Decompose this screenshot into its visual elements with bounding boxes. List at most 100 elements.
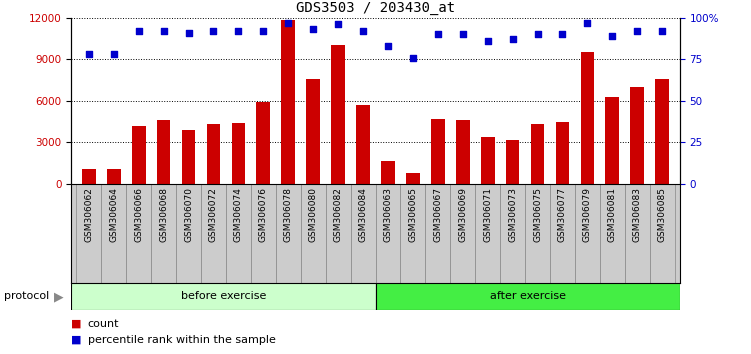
Bar	[356, 105, 370, 184]
Point	[282, 20, 294, 25]
Text: count: count	[88, 319, 119, 329]
Text: GSM306065: GSM306065	[409, 187, 418, 242]
Bar	[182, 130, 195, 184]
Text: GSM306080: GSM306080	[309, 187, 318, 242]
FancyBboxPatch shape	[351, 184, 376, 283]
FancyBboxPatch shape	[625, 184, 650, 283]
FancyBboxPatch shape	[376, 184, 400, 283]
Point	[457, 32, 469, 37]
FancyBboxPatch shape	[201, 184, 226, 283]
FancyBboxPatch shape	[126, 184, 151, 283]
Bar	[282, 21, 295, 184]
Bar	[656, 79, 669, 184]
FancyBboxPatch shape	[176, 184, 201, 283]
FancyBboxPatch shape	[451, 184, 475, 283]
Text: GSM306066: GSM306066	[134, 187, 143, 242]
Point	[207, 28, 219, 34]
Point	[83, 51, 95, 57]
Bar	[231, 123, 246, 184]
Bar	[431, 119, 445, 184]
Text: GSM306071: GSM306071	[483, 187, 492, 242]
Point	[632, 28, 644, 34]
Title: GDS3503 / 203430_at: GDS3503 / 203430_at	[296, 1, 455, 15]
FancyBboxPatch shape	[400, 184, 425, 283]
Text: ▶: ▶	[54, 290, 64, 303]
Bar	[556, 122, 569, 184]
Point	[407, 55, 419, 61]
FancyBboxPatch shape	[77, 184, 101, 283]
Point	[258, 28, 270, 34]
FancyBboxPatch shape	[550, 184, 575, 283]
Text: after exercise: after exercise	[490, 291, 566, 302]
Bar	[82, 169, 95, 184]
Text: GSM306064: GSM306064	[109, 187, 118, 242]
Bar	[381, 160, 395, 184]
FancyBboxPatch shape	[600, 184, 625, 283]
Point	[307, 27, 319, 32]
Bar	[331, 45, 345, 184]
Point	[507, 36, 519, 42]
Bar	[306, 79, 320, 184]
FancyBboxPatch shape	[71, 283, 376, 310]
Point	[532, 32, 544, 37]
Text: GSM306082: GSM306082	[333, 187, 342, 242]
Point	[332, 22, 344, 27]
Point	[556, 32, 569, 37]
Bar	[107, 169, 121, 184]
FancyBboxPatch shape	[300, 184, 326, 283]
FancyBboxPatch shape	[251, 184, 276, 283]
Point	[158, 28, 170, 34]
Bar	[157, 120, 170, 184]
Text: GSM306067: GSM306067	[433, 187, 442, 242]
Point	[432, 32, 444, 37]
Bar	[481, 137, 495, 184]
Point	[357, 28, 369, 34]
Text: ■: ■	[71, 335, 82, 345]
Text: GSM306075: GSM306075	[533, 187, 542, 242]
Text: GSM306070: GSM306070	[184, 187, 193, 242]
FancyBboxPatch shape	[650, 184, 674, 283]
Text: GSM306078: GSM306078	[284, 187, 293, 242]
Bar	[605, 97, 619, 184]
Point	[232, 28, 244, 34]
Point	[133, 28, 145, 34]
Bar	[256, 102, 270, 184]
Text: GSM306073: GSM306073	[508, 187, 517, 242]
Text: GSM306069: GSM306069	[458, 187, 467, 242]
Point	[481, 38, 493, 44]
Text: percentile rank within the sample: percentile rank within the sample	[88, 335, 276, 345]
Point	[606, 33, 618, 39]
Text: GSM306077: GSM306077	[558, 187, 567, 242]
Text: GSM306072: GSM306072	[209, 187, 218, 242]
Bar	[456, 120, 469, 184]
Point	[382, 43, 394, 49]
Text: protocol: protocol	[4, 291, 49, 302]
Text: GSM306079: GSM306079	[583, 187, 592, 242]
Text: GSM306068: GSM306068	[159, 187, 168, 242]
FancyBboxPatch shape	[525, 184, 550, 283]
FancyBboxPatch shape	[226, 184, 251, 283]
Text: GSM306063: GSM306063	[384, 187, 393, 242]
Bar	[630, 87, 644, 184]
FancyBboxPatch shape	[575, 184, 600, 283]
Bar	[406, 173, 420, 184]
Text: GSM306084: GSM306084	[358, 187, 367, 242]
Text: GSM306081: GSM306081	[608, 187, 617, 242]
Bar	[531, 125, 544, 184]
Bar	[132, 126, 146, 184]
Point	[107, 51, 119, 57]
Bar	[505, 140, 520, 184]
Text: GSM306076: GSM306076	[259, 187, 268, 242]
Text: GSM306085: GSM306085	[658, 187, 667, 242]
FancyBboxPatch shape	[326, 184, 351, 283]
Point	[656, 28, 668, 34]
Text: GSM306062: GSM306062	[84, 187, 93, 242]
FancyBboxPatch shape	[276, 184, 300, 283]
Text: GSM306074: GSM306074	[234, 187, 243, 242]
Bar	[207, 125, 220, 184]
Text: before exercise: before exercise	[181, 291, 266, 302]
Text: ■: ■	[71, 319, 82, 329]
FancyBboxPatch shape	[101, 184, 126, 283]
Text: GSM306083: GSM306083	[633, 187, 642, 242]
Bar	[581, 52, 594, 184]
